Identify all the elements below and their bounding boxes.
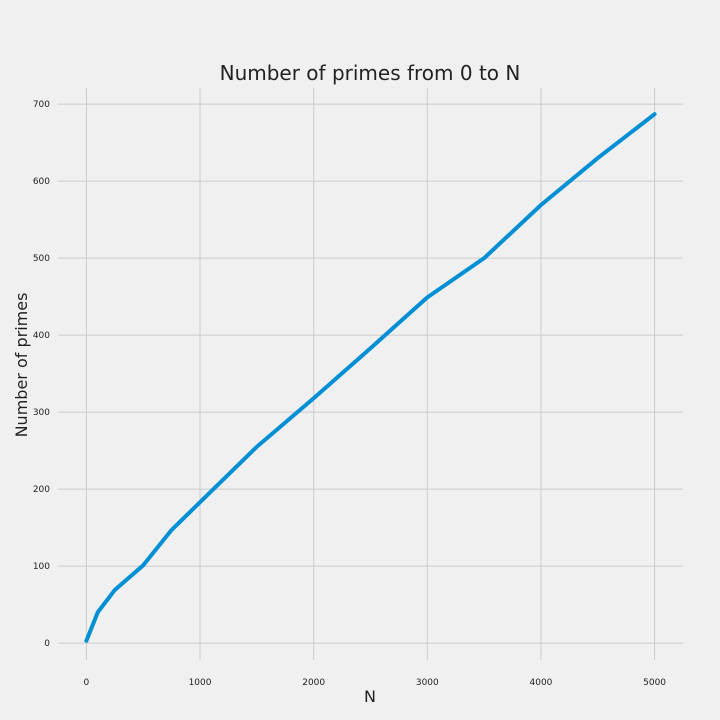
y-tick-label: 200 [33,485,50,495]
y-tick-label: 100 [33,562,50,572]
x-axis-label: N [364,687,376,706]
y-tick-label: 600 [33,177,50,187]
y-tick-label: 0 [44,639,50,649]
x-tick-label: 3000 [416,678,439,688]
y-tick-label: 400 [33,331,50,341]
x-tick-label: 5000 [643,678,666,688]
x-tick-label: 1000 [189,678,212,688]
x-tick-label: 0 [84,678,90,688]
y-axis-label: Number of primes [12,293,31,438]
y-tick-label: 500 [33,254,50,264]
data-line [84,112,657,643]
y-tick-label: 300 [33,408,50,418]
x-tick-label: 2000 [302,678,325,688]
y-tick-label: 700 [33,100,50,110]
x-tick-label: 4000 [530,678,553,688]
chart-title: Number of primes from 0 to N [220,61,521,85]
